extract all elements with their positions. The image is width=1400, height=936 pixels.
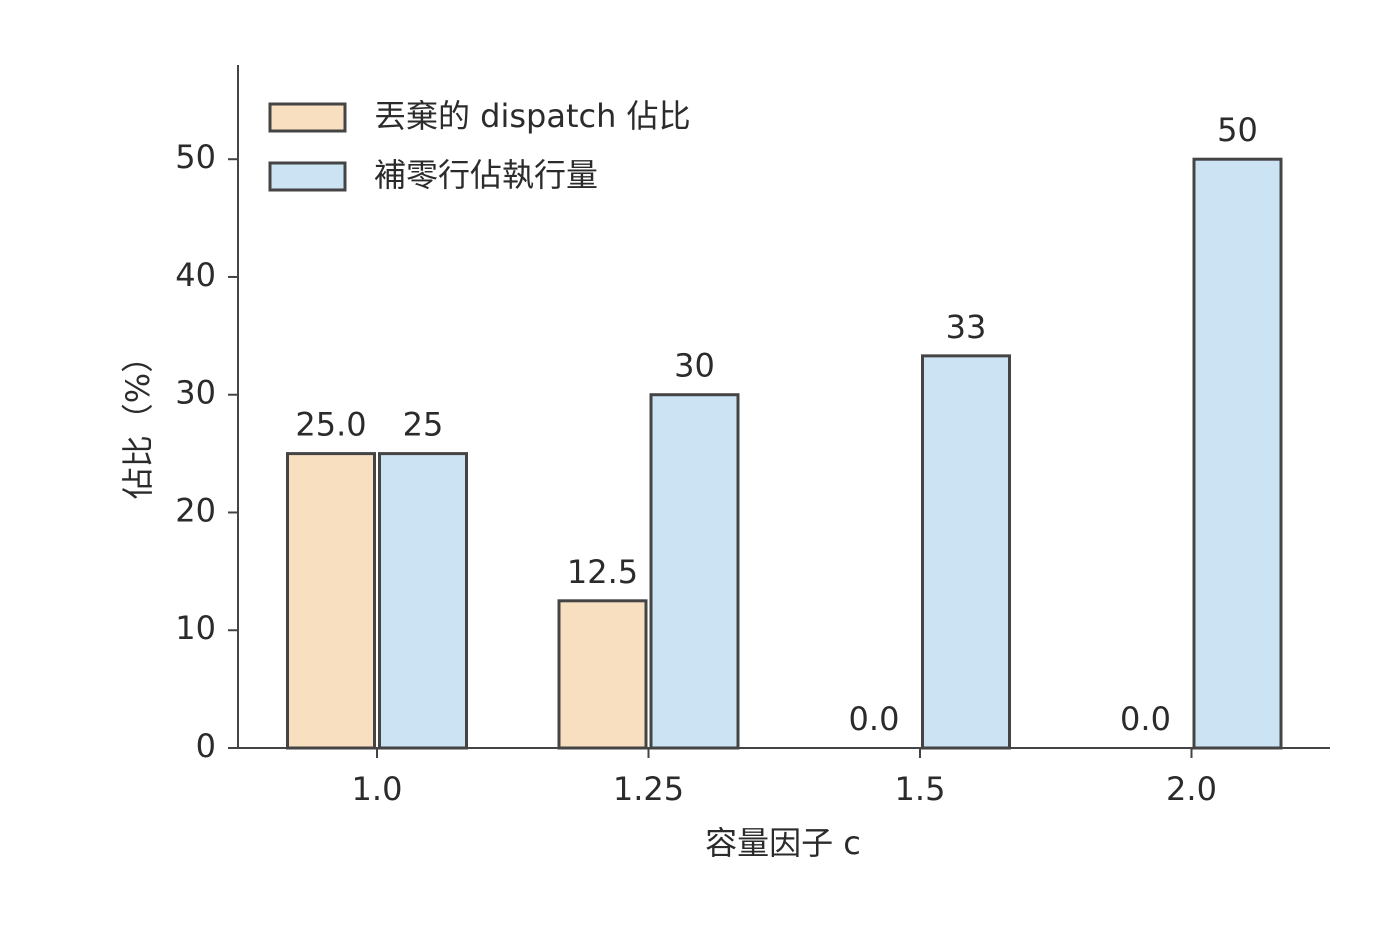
x-tick-label: 1.25	[613, 770, 684, 808]
legend-swatch	[268, 102, 347, 133]
x-tick-label: 2.0	[1166, 770, 1217, 808]
y-tick-label: 20	[175, 491, 216, 529]
y-axis-label: 佔比（%）	[119, 341, 157, 499]
bar	[286, 452, 376, 750]
value-label: 12.5	[567, 553, 638, 591]
bar	[649, 393, 740, 750]
y-tick-label: 40	[175, 256, 216, 294]
legend-label: 補零行佔執行量	[374, 156, 598, 194]
bar	[1192, 157, 1283, 750]
value-label: 30	[674, 347, 715, 385]
x-tick-label: 1.0	[352, 770, 403, 808]
x-axis-label: 容量因子 c	[705, 824, 861, 862]
value-label: 25	[403, 406, 444, 444]
x-tick-label: 1.5	[895, 770, 946, 808]
value-label: 25.0	[295, 406, 366, 444]
y-tick-label: 50	[175, 138, 216, 176]
y-tick-label: 30	[175, 374, 216, 412]
value-label: 0.0	[1120, 700, 1171, 738]
bar	[378, 452, 468, 750]
y-tick-label: 10	[175, 609, 216, 647]
legend-label: 丟棄的 dispatch 佔比	[374, 97, 691, 135]
legend-swatch	[268, 161, 347, 192]
value-label: 50	[1217, 111, 1258, 149]
bar	[921, 354, 1011, 750]
bar	[557, 599, 648, 750]
value-label: 0.0	[849, 700, 900, 738]
y-tick-label: 0	[196, 727, 216, 765]
value-label: 33	[946, 308, 987, 346]
